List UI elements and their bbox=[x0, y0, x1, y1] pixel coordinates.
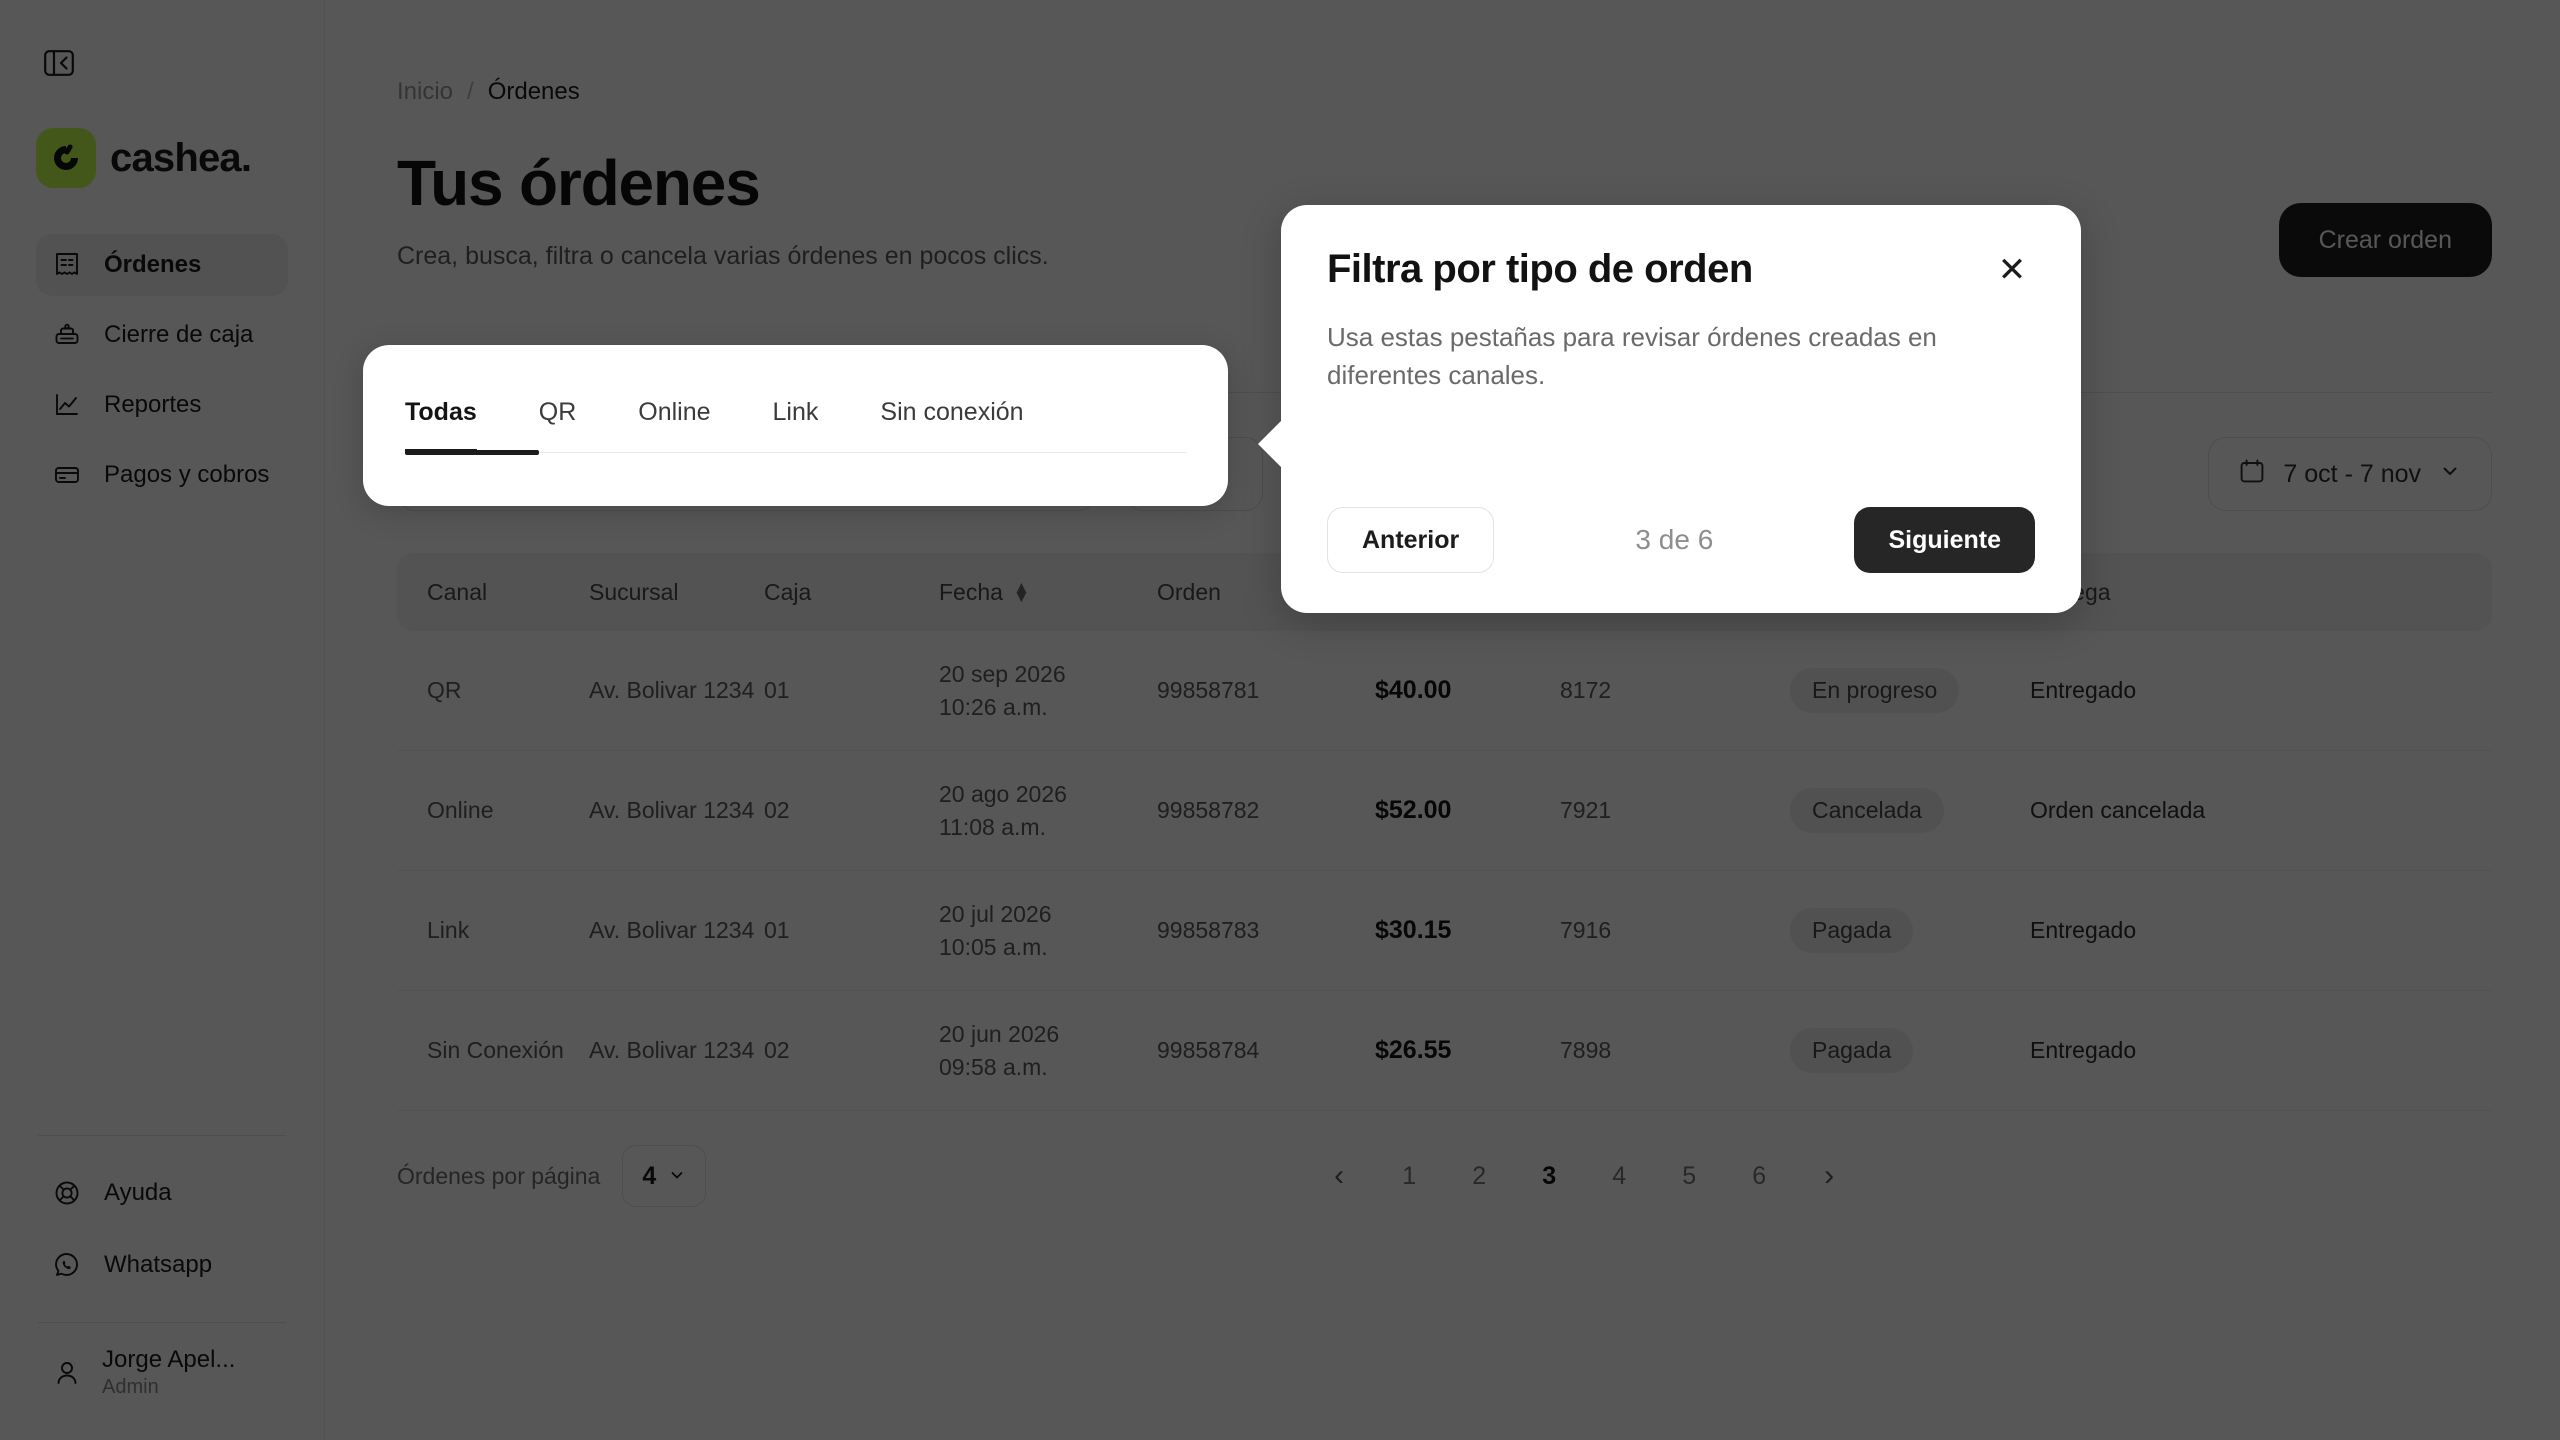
tour-spotlight-tabs-card: Todas QR Online Link Sin conexión bbox=[363, 345, 1228, 506]
tour-next-button[interactable]: Siguiente bbox=[1854, 507, 2035, 573]
tour-footer: Anterior 3 de 6 Siguiente bbox=[1327, 507, 2035, 573]
tab-todas-highlight[interactable]: Todas bbox=[405, 398, 477, 454]
tour-description: Usa estas pestañas para revisar órdenes … bbox=[1327, 322, 1937, 390]
tab-sin-conexion-highlight[interactable]: Sin conexión bbox=[880, 398, 1024, 426]
tour-popover: Filtra por tipo de orden ✕ Usa estas pes… bbox=[1258, 205, 2081, 613]
tab-qr-highlight[interactable]: QR bbox=[538, 398, 577, 426]
tab-online-highlight[interactable]: Online bbox=[638, 398, 711, 426]
tabs-active-indicator bbox=[405, 450, 539, 455]
tour-title: Filtra por tipo de orden bbox=[1327, 247, 1753, 291]
tour-previous-button[interactable]: Anterior bbox=[1327, 507, 1495, 573]
tour-popover-arrow bbox=[1258, 420, 1282, 468]
tour-step-counter: 3 de 6 bbox=[1635, 524, 1714, 555]
tabs-underline bbox=[405, 450, 1186, 455]
tab-link-highlight[interactable]: Link bbox=[772, 398, 819, 426]
tour-header: Filtra por tipo de orden ✕ bbox=[1327, 247, 2035, 293]
channel-tabs-highlighted: Todas QR Online Link Sin conexión bbox=[405, 398, 1186, 454]
close-icon[interactable]: ✕ bbox=[1989, 247, 2035, 293]
